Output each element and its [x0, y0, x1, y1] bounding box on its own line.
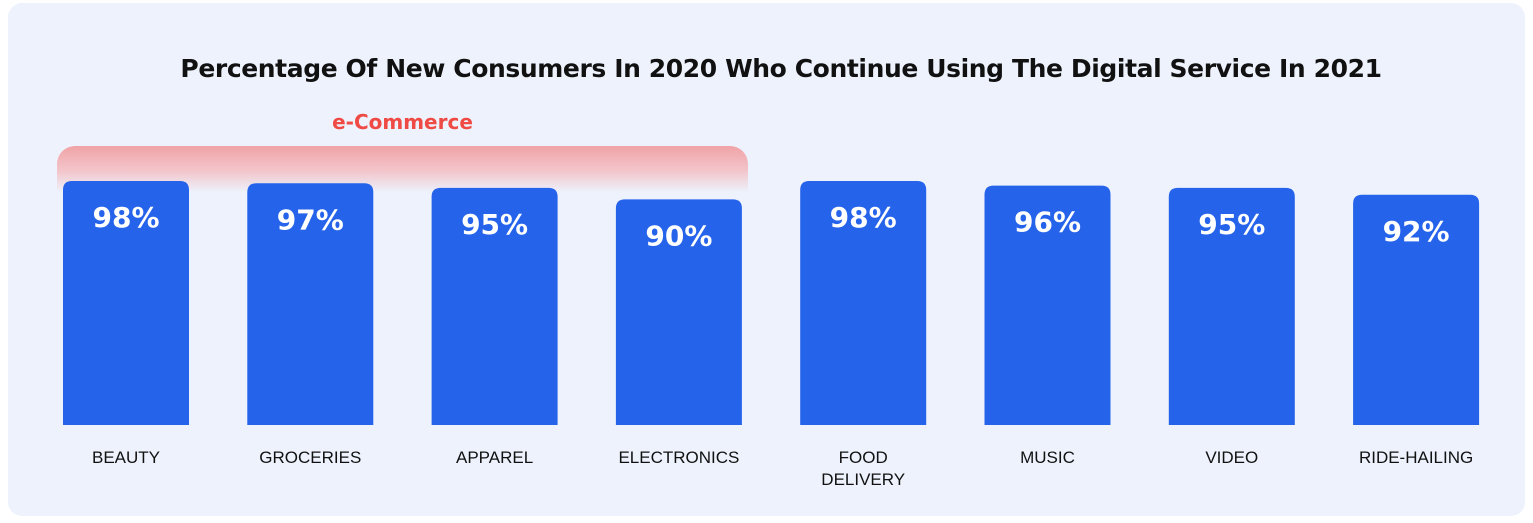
value-label-ride-hailing: 92% — [1383, 215, 1450, 248]
category-label-video: VIDEO — [1205, 448, 1258, 467]
bar-ride-hailing — [1353, 194, 1480, 425]
ecommerce-group-label: e-Commerce — [332, 110, 473, 134]
bar-electronics — [615, 199, 742, 425]
category-label-music: MUSIC — [1020, 448, 1075, 467]
bar-music — [984, 185, 1111, 425]
category-label-ride-hailing: RIDE-HAILING — [1359, 448, 1473, 467]
category-label-groceries: GROCERIES — [259, 448, 361, 467]
category-label-beauty: BEAUTY — [92, 448, 160, 467]
bar-video — [1168, 187, 1295, 425]
value-label-groceries: 97% — [277, 203, 344, 236]
value-label-food-delivery: 98% — [830, 201, 897, 234]
value-label-beauty: 98% — [92, 201, 159, 234]
category-label-electronics: ELECTRONICS — [618, 448, 739, 467]
bar-groceries — [247, 183, 374, 425]
bar-beauty — [63, 181, 189, 425]
bar-food-delivery — [800, 181, 927, 425]
value-label-apparel: 95% — [461, 208, 528, 241]
value-label-music: 96% — [1014, 206, 1081, 239]
value-label-video: 95% — [1198, 208, 1265, 241]
bar-apparel — [431, 187, 558, 425]
category-label-food-delivery: FOOD DELIVERY — [821, 448, 905, 489]
value-label-electronics: 90% — [645, 219, 712, 252]
chart-title: Percentage Of New Consumers In 2020 Who … — [180, 54, 1382, 83]
category-label-apparel: APPAREL — [456, 448, 533, 467]
